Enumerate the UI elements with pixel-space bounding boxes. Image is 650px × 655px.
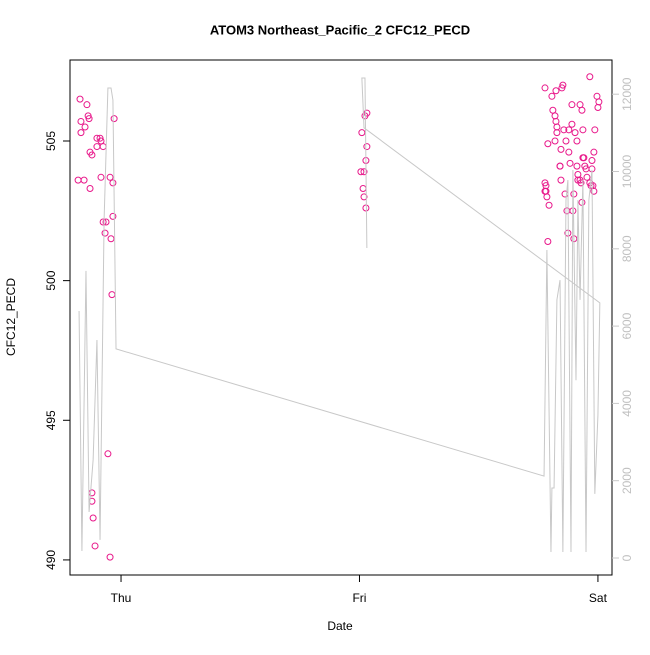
- y-tick-label: 505: [44, 131, 58, 151]
- data-point: [595, 98, 603, 106]
- data-point: [571, 129, 579, 137]
- x-tick-label: Thu: [111, 591, 132, 605]
- data-point: [566, 159, 574, 167]
- data-point: [568, 101, 576, 109]
- data-point: [544, 140, 552, 148]
- data-point: [102, 218, 110, 226]
- data-point: [110, 115, 118, 123]
- y2-tick-label: 0: [620, 554, 634, 561]
- y2-tick-label: 4000: [620, 390, 634, 417]
- data-point: [109, 212, 117, 220]
- data-point: [578, 106, 586, 114]
- data-point: [577, 179, 585, 187]
- data-point: [363, 143, 371, 151]
- plot-box: [69, 59, 613, 576]
- data-point: [106, 173, 114, 181]
- data-point: [557, 145, 565, 153]
- data-point: [106, 553, 114, 561]
- data-point: [583, 173, 591, 181]
- data-point: [580, 154, 588, 162]
- data-point: [570, 190, 578, 198]
- data-point: [549, 106, 557, 114]
- data-point: [545, 201, 553, 209]
- data-point: [77, 117, 85, 125]
- data-point: [107, 235, 115, 243]
- y2-tick-label: 2000: [620, 467, 634, 494]
- x-tick-label: Sat: [589, 591, 608, 605]
- y2-tick-label: 10000: [620, 154, 634, 188]
- data-point: [573, 162, 581, 170]
- data-point: [86, 184, 94, 192]
- data-point: [573, 137, 581, 145]
- data-point: [562, 137, 570, 145]
- data-point: [109, 179, 117, 187]
- data-point: [588, 157, 596, 165]
- data-point: [83, 101, 91, 109]
- data-point: [81, 123, 89, 131]
- data-point: [553, 123, 561, 131]
- x-tick-label: Fri: [352, 591, 366, 605]
- data-point: [586, 73, 594, 81]
- data-point: [552, 87, 560, 95]
- y2-tick-label: 8000: [620, 235, 634, 262]
- data-line: [78, 77, 601, 553]
- data-point: [568, 120, 576, 128]
- data-point: [77, 129, 85, 137]
- data-point: [357, 168, 365, 176]
- data-point: [76, 95, 84, 103]
- data-point: [80, 176, 88, 184]
- data-point: [579, 126, 587, 134]
- y-tick-label: 500: [44, 270, 58, 290]
- data-point: [85, 115, 93, 123]
- data-point: [559, 81, 567, 89]
- y2-tick-label: 6000: [620, 312, 634, 339]
- y-axis-label: CFC12_PECD: [4, 278, 18, 356]
- data-point: [543, 193, 551, 201]
- data-point: [565, 126, 573, 134]
- data-point: [99, 218, 107, 226]
- data-point: [548, 92, 556, 100]
- data-point: [360, 193, 368, 201]
- data-point: [557, 176, 565, 184]
- data-point: [104, 450, 112, 458]
- data-point: [97, 173, 105, 181]
- data-point: [101, 229, 109, 237]
- data-point: [91, 542, 99, 550]
- chart-title: ATOM3 Northeast_Pacific_2 CFC12_PECD: [210, 22, 470, 37]
- data-point: [560, 126, 568, 134]
- y2-tick-label: 12000: [620, 77, 634, 111]
- data-point: [590, 148, 598, 156]
- data-point: [88, 151, 96, 159]
- data-point: [544, 238, 552, 246]
- y-tick-label: 495: [44, 410, 58, 430]
- data-point: [541, 84, 549, 92]
- data-point: [358, 129, 366, 137]
- data-point: [360, 168, 368, 176]
- y-tick-label: 490: [44, 550, 58, 570]
- data-point: [551, 137, 559, 145]
- data-point: [565, 148, 573, 156]
- data-point: [591, 126, 599, 134]
- data-point: [590, 187, 598, 195]
- x-axis-label: Date: [327, 619, 353, 633]
- data-point: [89, 514, 97, 522]
- data-point: [556, 162, 564, 170]
